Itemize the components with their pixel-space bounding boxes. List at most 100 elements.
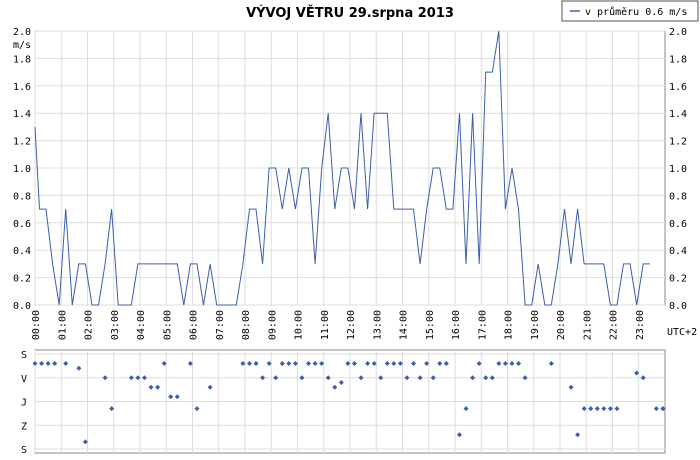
direction-point xyxy=(286,361,292,366)
direction-point xyxy=(109,406,115,412)
direction-point xyxy=(653,406,659,412)
y-unit-label: m/s xyxy=(13,40,31,51)
direction-point xyxy=(52,361,58,366)
y-tick-label-left: 0.4 xyxy=(13,246,31,257)
direction-point xyxy=(391,361,397,366)
y-tick-label-left: 0.8 xyxy=(13,191,31,202)
direction-point xyxy=(260,375,266,381)
y-tick-label-left: 0.6 xyxy=(13,219,31,230)
x-tick-label: 22:00 xyxy=(609,310,620,340)
x-tick-label: 21:00 xyxy=(582,310,593,340)
direction-point xyxy=(273,375,279,381)
direction-point xyxy=(338,380,344,385)
x-axis-label: UTC+2 xyxy=(667,327,697,338)
direction-point xyxy=(102,375,108,381)
direction-point xyxy=(135,375,141,381)
x-tick-label: 00:00 xyxy=(31,310,42,340)
direction-point xyxy=(325,375,331,381)
direction-point xyxy=(496,361,502,366)
direction-point xyxy=(443,361,449,366)
y-tick-label-left: 1.4 xyxy=(13,109,31,120)
time-x-ticks: 00:00 01:00 02:00 03:00 04:00 05:00 06:00 07:00… xyxy=(31,310,646,340)
chart-title: VÝVOJ VĚTRU 29.srpna 2013 xyxy=(246,5,454,21)
x-tick-label: 18:00 xyxy=(504,310,515,340)
direction-point xyxy=(292,361,298,366)
legend-box xyxy=(561,0,699,22)
dir-tick-label: Z xyxy=(21,421,27,432)
direction-point xyxy=(207,384,213,390)
x-tick-label: 04:00 xyxy=(136,310,147,340)
y-tick-label-left: 0.0 xyxy=(13,301,31,312)
direction-point xyxy=(568,384,574,390)
y-tick-label-right: 0.6 xyxy=(669,219,687,230)
x-tick-label: 23:00 xyxy=(635,310,646,340)
direction-point xyxy=(640,375,646,381)
x-tick-label: 14:00 xyxy=(399,310,410,340)
y-tick-label-right: 0.8 xyxy=(669,191,687,202)
y-tick-label-right: 0.2 xyxy=(669,274,687,285)
direction-point xyxy=(489,375,495,381)
direction-point xyxy=(470,375,476,381)
dir-tick-label: S xyxy=(21,350,27,361)
direction-point xyxy=(581,406,587,412)
direction-point xyxy=(430,375,436,381)
speed-y-ticks-right: 0.0 0.2 0.4 0.6 0.8 1.0 1.2 1.4 1.6 1.8 2.0 xyxy=(669,27,687,312)
direction-point xyxy=(266,361,272,366)
x-tick-label: 10:00 xyxy=(294,310,305,340)
direction-point xyxy=(594,406,600,412)
y-tick-label-left: 0.2 xyxy=(13,274,31,285)
direction-point xyxy=(345,361,351,366)
direction-point xyxy=(384,361,390,366)
direction-plot: S V J Z S xyxy=(21,349,666,456)
y-tick-label-right: 0.0 xyxy=(669,301,687,312)
y-tick-label-left: 1.6 xyxy=(13,82,31,93)
speed-series-line xyxy=(34,30,650,306)
direction-point xyxy=(660,406,666,412)
direction-point xyxy=(607,406,613,412)
direction-point xyxy=(187,361,193,366)
x-tick-label: 20:00 xyxy=(556,310,567,340)
x-tick-label: 16:00 xyxy=(451,310,462,340)
direction-point xyxy=(39,361,45,366)
speed-y-ticks-left: 0.0 0.2 0.4 0.6 0.8 1.0 1.2 1.4 1.6 1.8 2.0 xyxy=(13,27,31,312)
direction-point xyxy=(483,375,489,381)
y-tick-label-left: 1.8 xyxy=(13,54,31,65)
y-tick-label-right: 1.0 xyxy=(669,164,687,175)
dir-tick-label: J xyxy=(21,398,27,409)
dir-tick-label: S xyxy=(21,445,27,456)
x-tick-label: 08:00 xyxy=(241,310,252,340)
direction-point xyxy=(351,361,357,366)
direction-point xyxy=(548,361,554,366)
direction-point xyxy=(463,406,469,412)
direction-point xyxy=(476,361,482,366)
direction-point xyxy=(404,375,410,381)
direction-point xyxy=(253,361,259,366)
direction-point xyxy=(161,361,167,366)
direction-point xyxy=(168,394,174,400)
direction-point xyxy=(614,406,620,412)
direction-point xyxy=(417,375,423,381)
direction-point xyxy=(174,394,180,400)
direction-point xyxy=(522,375,528,381)
direction-point xyxy=(312,361,318,366)
direction-point xyxy=(82,439,88,445)
y-tick-label-left: 1.0 xyxy=(13,164,31,175)
speed-plot: 0.0 0.2 0.4 0.6 0.8 1.0 1.2 1.4 1.6 1.8 2.0 0.0 0.2… xyxy=(13,27,697,340)
y-tick-label-left: 1.2 xyxy=(13,137,31,148)
x-tick-label: 02:00 xyxy=(84,310,95,340)
x-tick-label: 11:00 xyxy=(320,310,331,340)
x-tick-label: 19:00 xyxy=(530,310,541,340)
direction-point xyxy=(299,375,305,381)
direction-point xyxy=(634,370,640,376)
direction-point xyxy=(332,384,338,390)
direction-point xyxy=(378,375,384,381)
direction-point xyxy=(45,361,51,366)
direction-point xyxy=(279,361,285,366)
direction-point xyxy=(32,361,38,366)
x-tick-label: 17:00 xyxy=(477,310,488,340)
direction-point xyxy=(456,432,462,438)
direction-point xyxy=(509,361,515,366)
x-tick-label: 06:00 xyxy=(189,310,200,340)
direction-point xyxy=(319,361,325,366)
